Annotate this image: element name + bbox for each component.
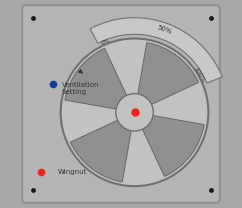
Wedge shape bbox=[65, 48, 127, 109]
Text: 50%: 50% bbox=[156, 25, 173, 36]
Text: Ventilation
Setting: Ventilation Setting bbox=[62, 82, 99, 95]
Text: Wingnut: Wingnut bbox=[58, 169, 87, 175]
Wedge shape bbox=[138, 43, 199, 104]
Wedge shape bbox=[70, 120, 131, 182]
Text: 100%: 100% bbox=[193, 66, 206, 84]
Circle shape bbox=[116, 94, 153, 131]
Circle shape bbox=[61, 38, 208, 186]
Wedge shape bbox=[143, 116, 204, 176]
FancyBboxPatch shape bbox=[22, 5, 220, 203]
Wedge shape bbox=[90, 18, 222, 83]
Text: 0%: 0% bbox=[101, 38, 112, 46]
